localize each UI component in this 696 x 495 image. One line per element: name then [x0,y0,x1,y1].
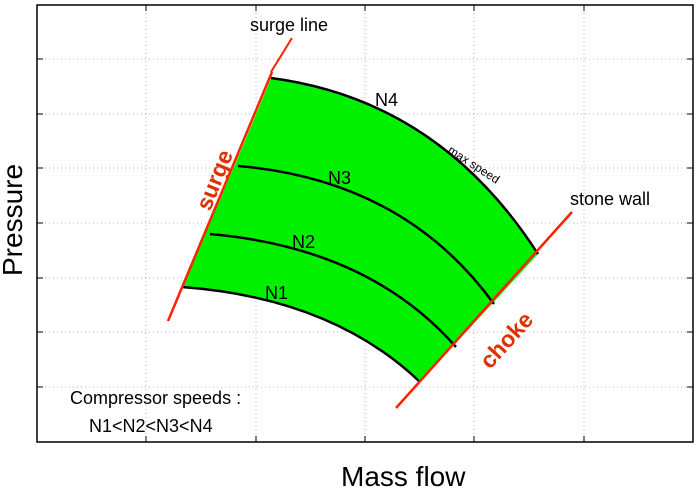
speed-label-n3: N3 [328,168,351,188]
surge-line [166,71,274,322]
speed-label-n1: N1 [265,283,288,303]
stone-wall-line [395,211,573,409]
speed-line-n3 [237,164,496,305]
surge-line-label: surge line [250,15,328,35]
x-axis-label: Mass flow [341,461,466,490]
x-ticks [145,5,585,442]
y-axis-label: Pressure [0,164,28,276]
y-ticks [37,58,693,388]
speed-line-n2 [209,232,457,348]
speed-label-n4: N4 [375,90,398,110]
speed-lines [181,76,540,383]
legend-order: N1<N2<N3<N4 [89,416,213,436]
speed-label-n2: N2 [292,232,315,252]
stone-wall-label: stone wall [570,189,650,209]
speed-line-n4 [270,76,540,255]
speed-line-n1 [181,285,421,383]
surge-line-pointer [270,37,293,73]
legend-title: Compressor speeds : [70,388,241,408]
